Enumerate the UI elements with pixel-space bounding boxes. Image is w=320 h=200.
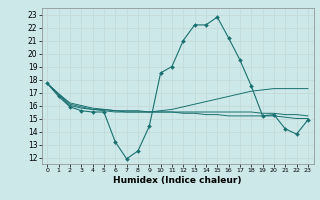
X-axis label: Humidex (Indice chaleur): Humidex (Indice chaleur) xyxy=(113,176,242,185)
